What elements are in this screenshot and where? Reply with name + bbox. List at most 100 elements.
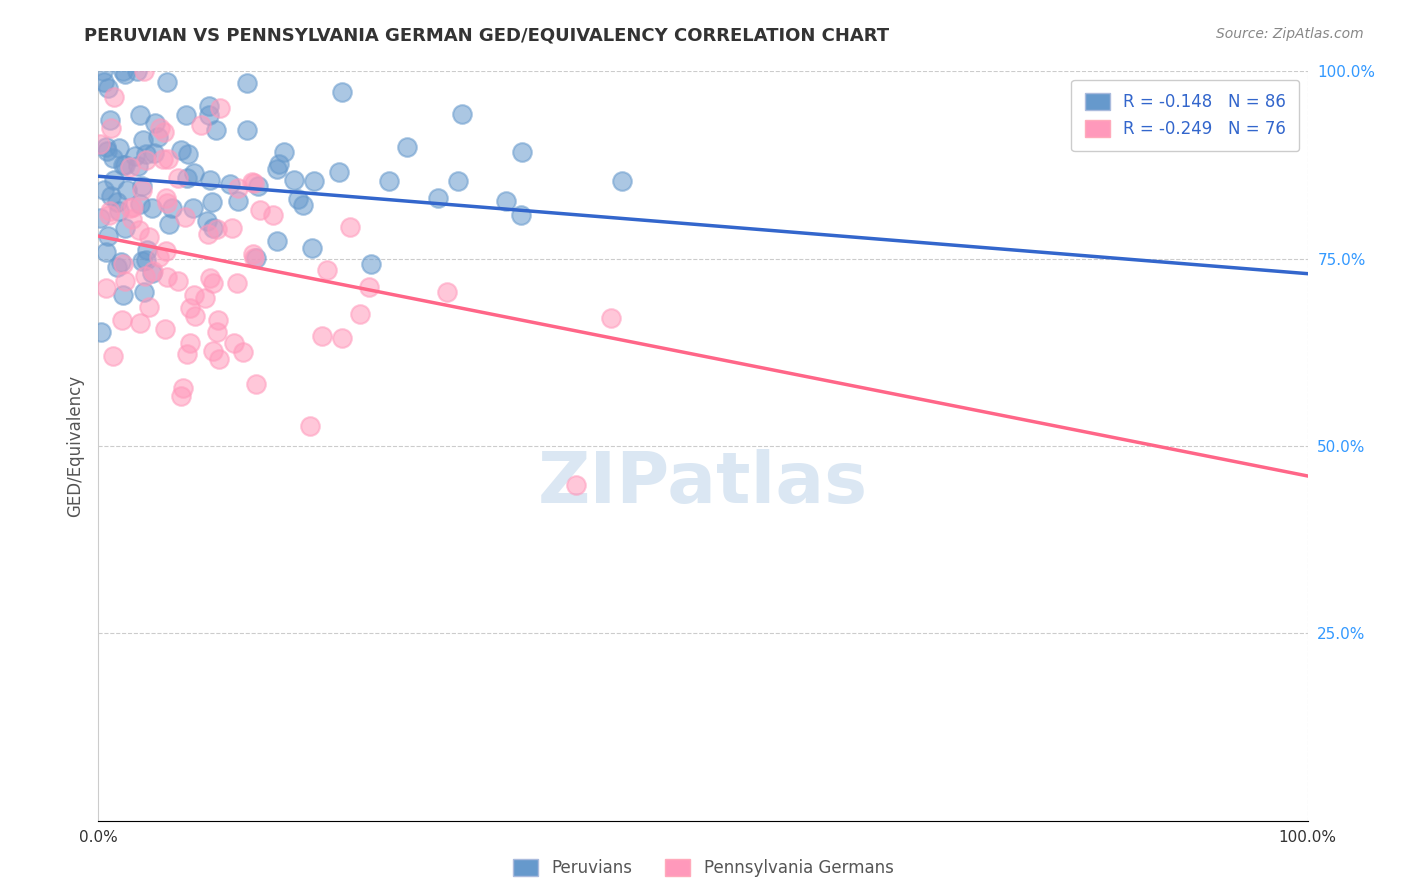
- Point: [177, 146, 200, 161]
- Point: [111, 313, 134, 327]
- Point: [136, 243, 159, 257]
- Point: [114, 220, 136, 235]
- Point: [201, 344, 224, 359]
- Point: [426, 191, 449, 205]
- Point: [283, 173, 305, 187]
- Point: [262, 209, 284, 223]
- Point: [226, 194, 249, 209]
- Point: [89, 211, 111, 225]
- Point: [181, 201, 204, 215]
- Point: [179, 301, 201, 315]
- Point: [98, 203, 121, 218]
- Point: [612, 174, 634, 188]
- Point: [273, 145, 295, 159]
- Point: [198, 173, 221, 187]
- Point: [135, 252, 157, 267]
- Point: [245, 252, 267, 266]
- Point: [152, 125, 174, 139]
- Point: [135, 153, 157, 167]
- Text: PERUVIAN VS PENNSYLVANIA GERMAN GED/EQUIVALENCY CORRELATION CHART: PERUVIAN VS PENNSYLVANIA GERMAN GED/EQUI…: [84, 27, 890, 45]
- Text: Source: ZipAtlas.com: Source: ZipAtlas.com: [1216, 27, 1364, 41]
- Point: [111, 257, 134, 271]
- Point: [135, 147, 157, 161]
- Point: [105, 194, 128, 209]
- Point: [112, 64, 135, 78]
- Point: [132, 133, 155, 147]
- Point: [167, 171, 190, 186]
- Point: [91, 64, 114, 78]
- Point: [304, 174, 326, 188]
- Point: [110, 255, 132, 269]
- Point: [155, 196, 177, 211]
- Point: [132, 285, 155, 299]
- Point: [100, 189, 122, 203]
- Point: [157, 218, 180, 232]
- Point: [170, 143, 193, 157]
- Point: [201, 221, 224, 235]
- Point: [122, 200, 145, 214]
- Point: [243, 251, 266, 265]
- Point: [200, 195, 222, 210]
- Point: [224, 336, 246, 351]
- Point: [436, 285, 458, 300]
- Point: [209, 102, 232, 116]
- Point: [328, 165, 350, 179]
- Point: [311, 328, 333, 343]
- Point: [90, 326, 112, 340]
- Point: [111, 287, 134, 301]
- Point: [118, 202, 141, 216]
- Point: [221, 221, 243, 235]
- Point: [121, 212, 143, 227]
- Point: [141, 266, 163, 280]
- Point: [267, 157, 290, 171]
- Point: [172, 381, 194, 395]
- Point: [197, 227, 219, 241]
- Point: [114, 274, 136, 288]
- Point: [100, 121, 122, 136]
- Point: [176, 170, 198, 185]
- Point: [299, 418, 322, 433]
- Point: [111, 158, 134, 172]
- Point: [509, 208, 531, 222]
- Point: [242, 246, 264, 260]
- Point: [127, 159, 149, 173]
- Point: [157, 152, 180, 166]
- Point: [194, 291, 217, 305]
- Point: [301, 241, 323, 255]
- Point: [495, 194, 517, 209]
- Point: [129, 317, 152, 331]
- Point: [190, 118, 212, 132]
- Point: [174, 108, 197, 122]
- Point: [183, 166, 205, 180]
- Point: [183, 288, 205, 302]
- Point: [118, 161, 141, 175]
- Point: [98, 113, 121, 128]
- Point: [451, 106, 474, 120]
- Legend: R = -0.148   N = 86, R = -0.249   N = 76: R = -0.148 N = 86, R = -0.249 N = 76: [1071, 79, 1299, 151]
- Point: [94, 281, 117, 295]
- Point: [207, 312, 229, 326]
- Point: [96, 244, 118, 259]
- Point: [142, 264, 165, 278]
- Point: [152, 152, 174, 166]
- Point: [316, 262, 339, 277]
- Point: [197, 99, 219, 113]
- Point: [89, 137, 111, 152]
- Point: [156, 270, 179, 285]
- Legend: Peruvians, Pennsylvania Germans: Peruvians, Pennsylvania Germans: [506, 852, 900, 884]
- Point: [447, 174, 470, 188]
- Point: [291, 198, 314, 212]
- Point: [240, 175, 263, 189]
- Point: [266, 161, 288, 176]
- Point: [179, 335, 201, 350]
- Point: [565, 478, 588, 492]
- Point: [205, 326, 228, 340]
- Point: [149, 120, 172, 135]
- Point: [266, 234, 288, 248]
- Point: [236, 123, 259, 137]
- Point: [146, 130, 169, 145]
- Point: [134, 269, 156, 284]
- Point: [205, 221, 228, 235]
- Point: [94, 140, 117, 154]
- Point: [208, 352, 231, 367]
